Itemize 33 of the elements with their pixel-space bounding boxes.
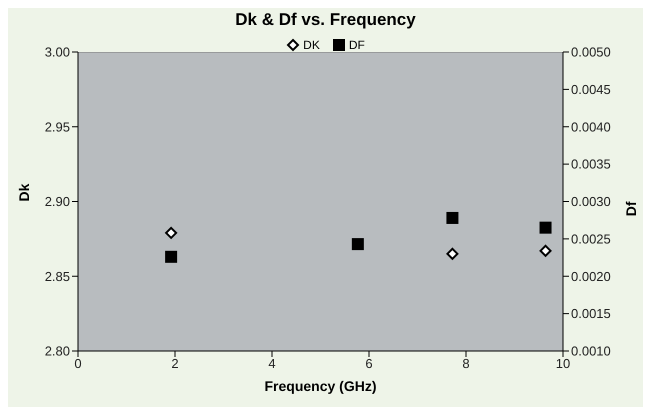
x-tick-label: 6	[365, 356, 373, 372]
x-tick-label: 8	[462, 356, 470, 372]
y2-tick-label: 0.0015	[571, 306, 611, 322]
y2-tick-label: 0.0045	[571, 82, 611, 97]
x-tick-label: 4	[268, 356, 276, 372]
point	[165, 250, 178, 263]
legend-label: DF	[348, 38, 365, 52]
y-tick-label: 2.95	[44, 119, 70, 134]
y-tick-label: 2.80	[44, 344, 70, 359]
x-tick-label: 10	[556, 356, 570, 372]
x-axis-title: Frequency (GHz)	[264, 378, 377, 394]
y2-tick-label: 0.0025	[571, 231, 611, 246]
point	[446, 248, 458, 260]
legend-label: DK	[303, 38, 320, 52]
y2-tick-label: 0.0020	[571, 268, 611, 284]
y-tick-label: 2.90	[44, 194, 70, 210]
y-tick-label: 3.00	[44, 44, 70, 60]
y2-tick-label: 0.0040	[571, 119, 611, 134]
y-axis-title: Dk	[16, 183, 32, 202]
point	[540, 222, 552, 234]
point	[446, 212, 458, 224]
y2-axis-title: Df	[622, 201, 639, 216]
y2-tick-label: 0.0030	[571, 194, 611, 210]
x-tick-label: 2	[171, 356, 179, 372]
y2-tick-label: 0.0035	[571, 156, 611, 172]
point	[352, 238, 364, 250]
point	[540, 244, 552, 257]
point	[165, 226, 178, 239]
y2-tick-label: 0.0050	[571, 44, 611, 60]
chart-title: Dk & Df vs. Frequency	[234, 9, 417, 31]
x-tick-label: 0	[74, 356, 82, 372]
y-tick-label: 2.85	[44, 268, 70, 284]
y2-tick-label: 0.0010	[571, 344, 611, 359]
